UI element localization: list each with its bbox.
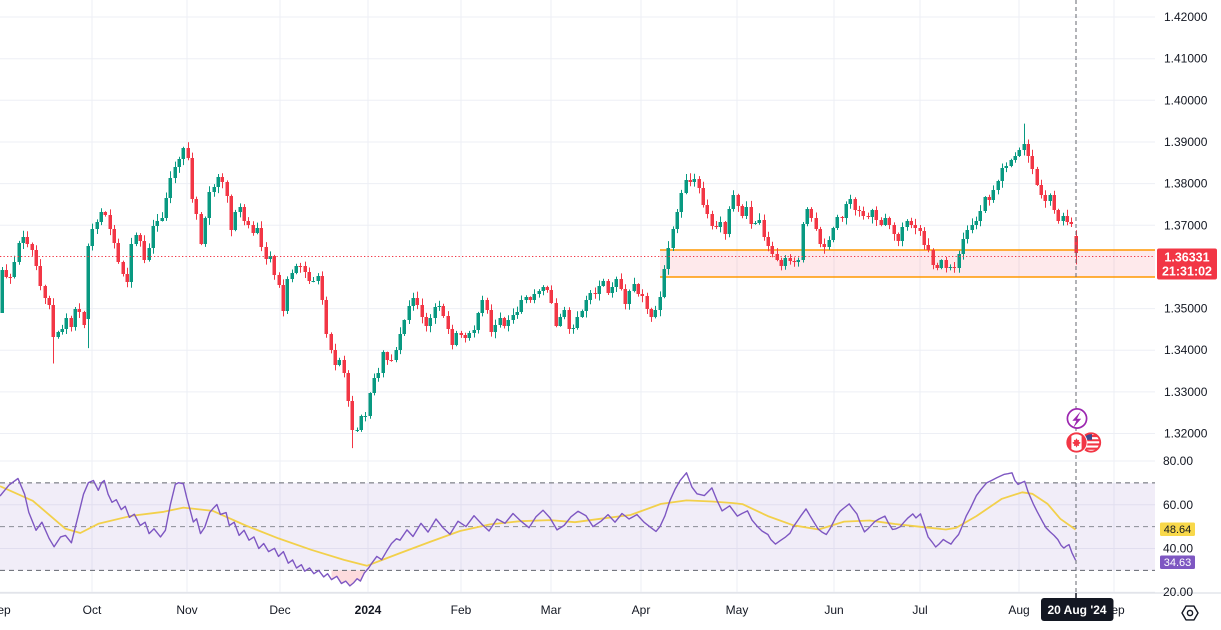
svg-text:Sep: Sep (0, 603, 11, 617)
svg-text:2024: 2024 (355, 603, 382, 617)
svg-text:Mar: Mar (541, 603, 562, 617)
svg-text:Apr: Apr (632, 603, 651, 617)
svg-text:1.41000: 1.41000 (1164, 52, 1208, 66)
svg-text:1.35000: 1.35000 (1164, 302, 1208, 316)
svg-text:1.39000: 1.39000 (1164, 135, 1208, 149)
svg-text:48.64: 48.64 (1164, 524, 1192, 536)
svg-text:Nov: Nov (176, 603, 197, 617)
svg-text:May: May (726, 603, 749, 617)
svg-text:1.40000: 1.40000 (1164, 93, 1208, 107)
svg-text:Jul: Jul (912, 603, 927, 617)
svg-text:34.63: 34.63 (1164, 557, 1192, 569)
svg-text:40.00: 40.00 (1163, 542, 1193, 556)
svg-text:1.38000: 1.38000 (1164, 177, 1208, 191)
svg-text:Dec: Dec (269, 603, 290, 617)
svg-text:1.32000: 1.32000 (1164, 427, 1208, 441)
svg-text:80.00: 80.00 (1163, 454, 1193, 468)
svg-text:Jun: Jun (824, 603, 843, 617)
svg-text:1.34000: 1.34000 (1164, 343, 1208, 357)
svg-text:Feb: Feb (451, 603, 472, 617)
svg-text:20.00: 20.00 (1163, 585, 1193, 599)
svg-text:60.00: 60.00 (1163, 498, 1193, 512)
svg-text:1.36331: 1.36331 (1164, 251, 1209, 265)
svg-text:Oct: Oct (83, 603, 102, 617)
svg-text:1.33000: 1.33000 (1164, 385, 1208, 399)
svg-text:1.42000: 1.42000 (1164, 10, 1208, 24)
svg-text:Aug: Aug (1008, 603, 1029, 617)
svg-text:1.37000: 1.37000 (1164, 218, 1208, 232)
svg-text:20 Aug '24: 20 Aug '24 (1047, 603, 1106, 617)
svg-text:21:31:02: 21:31:02 (1162, 265, 1212, 279)
